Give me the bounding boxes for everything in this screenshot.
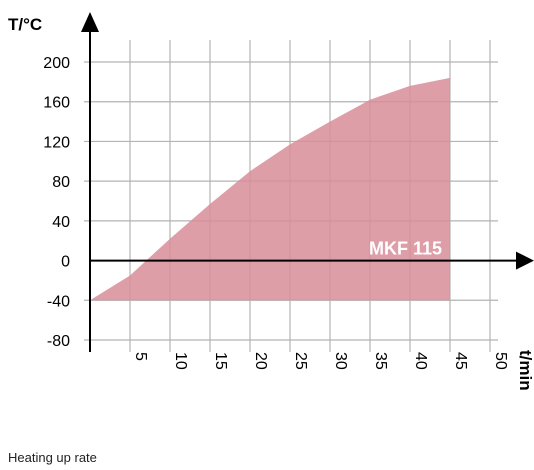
x-tick-label: 10 <box>172 352 189 370</box>
x-tick-label: 35 <box>372 352 389 370</box>
y-tick-labels: 200 160 120 80 40 0 -40 -80 <box>43 55 70 350</box>
x-tick-labels: 5 10 15 20 25 30 35 40 45 50 <box>132 352 509 370</box>
y-tick-label: -40 <box>47 293 70 310</box>
temperature-chart: 200 160 120 80 40 0 -40 -80 5 10 15 20 25 30 35 40 45 50… <box>8 12 534 391</box>
x-tick-label: 5 <box>132 352 149 361</box>
y-tick-label: 80 <box>52 174 70 191</box>
x-axis-label: t/min <box>516 350 534 391</box>
y-tick-label: 0 <box>61 254 70 271</box>
y-axis-arrow <box>81 12 99 32</box>
axes <box>81 12 534 352</box>
heating-area <box>90 77 450 301</box>
y-tick-label: 200 <box>43 55 70 72</box>
y-axis-label: T/°C <box>8 15 42 34</box>
y-tick-label: 40 <box>52 214 70 231</box>
x-tick-label: 50 <box>492 352 509 370</box>
chart-caption: Heating up rate <box>8 450 97 465</box>
y-tick-label: 120 <box>43 134 70 151</box>
x-tick-label: 25 <box>292 352 309 370</box>
x-axis-arrow <box>516 251 534 270</box>
x-tick-label: 20 <box>252 352 269 370</box>
series-label: MKF 115 <box>369 239 442 259</box>
x-tick-label: 40 <box>412 352 429 370</box>
x-tick-label: 30 <box>332 352 349 370</box>
y-tick-label: -80 <box>47 333 70 350</box>
x-tick-label: 45 <box>452 352 469 370</box>
x-tick-label: 15 <box>212 352 229 370</box>
y-tick-label: 160 <box>43 95 70 112</box>
